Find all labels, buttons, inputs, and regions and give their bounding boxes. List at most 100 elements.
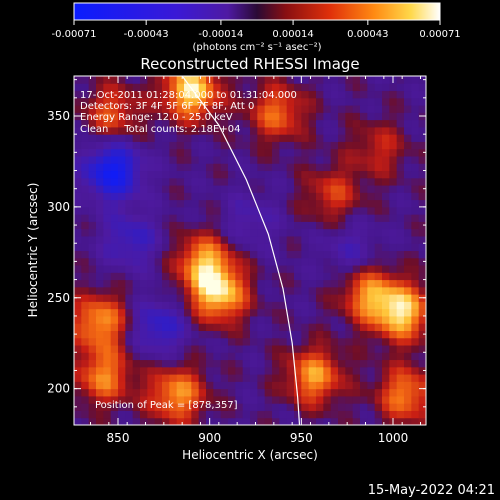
heatmap-cell: [360, 330, 368, 339]
heatmap-cell: [250, 112, 258, 121]
heatmap-cell: [418, 352, 426, 361]
footer-date: 15-May-2022 04:21: [368, 483, 495, 498]
heatmap-cell: [323, 83, 332, 92]
heatmap-cell: [96, 177, 104, 186]
heatmap-cell: [213, 403, 222, 411]
heatmap-cell: [147, 257, 156, 266]
heatmap-cell: [228, 279, 236, 288]
heatmap-cell: [125, 352, 134, 361]
heatmap-cell: [103, 279, 112, 288]
heatmap-cell: [198, 170, 207, 179]
heatmap-cell: [374, 272, 383, 281]
heatmap-cell: [418, 206, 426, 215]
heatmap-cell: [396, 134, 405, 142]
heatmap-cell: [228, 90, 236, 99]
heatmap-cell: [191, 265, 200, 273]
heatmap-cell: [96, 381, 104, 390]
heatmap-cell: [345, 134, 354, 142]
heatmap-cell: [162, 308, 170, 317]
heatmap-cell: [374, 228, 383, 237]
heatmap-cell: [279, 155, 288, 164]
heatmap-cell: [154, 250, 163, 259]
heatmap-cell: [352, 417, 361, 425]
heatmap-cell: [88, 308, 97, 317]
heatmap-cell: [140, 214, 148, 222]
heatmap-cell: [264, 126, 273, 135]
heatmap-cell: [140, 388, 148, 397]
heatmap-cell: [352, 90, 361, 99]
heatmap-cell: [308, 352, 317, 361]
heatmap-cell: [316, 134, 324, 142]
heatmap-cell: [154, 155, 163, 164]
heatmap-cell: [74, 250, 82, 259]
heatmap-cell: [294, 170, 302, 179]
heatmap-cell: [103, 250, 112, 259]
heatmap-cell: [330, 381, 339, 390]
heatmap-cell: [338, 134, 346, 142]
heatmap-cell: [411, 279, 420, 288]
heatmap-cell: [286, 388, 295, 397]
heatmap-cell: [338, 381, 346, 390]
heatmap-cell: [360, 388, 368, 397]
heatmap-cell: [74, 155, 82, 164]
heatmap-cell: [316, 301, 324, 310]
heatmap-cell: [360, 221, 368, 230]
heatmap-cell: [272, 83, 280, 92]
heatmap-cell: [88, 330, 97, 339]
heatmap-cell: [389, 286, 398, 295]
heatmap-cell: [184, 308, 192, 317]
heatmap-cell: [118, 395, 126, 404]
heatmap-cell: [213, 206, 222, 215]
heatmap-cell: [250, 126, 258, 135]
heatmap-cell: [411, 337, 420, 346]
heatmap-cell: [286, 170, 295, 179]
heatmap-cell: [81, 148, 90, 157]
heatmap-cell: [147, 308, 156, 317]
heatmap-cell: [323, 90, 332, 99]
heatmap-cell: [110, 345, 119, 353]
heatmap-cell: [110, 308, 119, 317]
heatmap-cell: [162, 177, 170, 186]
heatmap-cell: [118, 337, 126, 346]
heatmap-cell: [184, 381, 192, 390]
heatmap-cell: [404, 388, 412, 397]
heatmap-cell: [308, 90, 317, 99]
heatmap-cell: [88, 235, 97, 244]
heatmap-cell: [279, 359, 288, 368]
heatmap-cell: [264, 112, 273, 121]
heatmap-cell: [308, 403, 317, 411]
heatmap-cell: [272, 279, 280, 288]
heatmap-cell: [286, 337, 295, 346]
heatmap-cell: [316, 395, 324, 404]
heatmap-cell: [323, 345, 332, 353]
heatmap-cell: [345, 105, 354, 113]
heatmap-cell: [220, 97, 229, 106]
heatmap-cell: [74, 381, 82, 390]
heatmap-cell: [330, 192, 339, 201]
heatmap-cell: [294, 272, 302, 281]
heatmap-cell: [308, 330, 317, 339]
heatmap-cell: [140, 286, 148, 295]
heatmap-cell: [316, 308, 324, 317]
heatmap-cell: [264, 359, 273, 368]
heatmap-cell: [140, 265, 148, 273]
heatmap-cell: [169, 395, 178, 404]
heatmap-cell: [272, 403, 280, 411]
heatmap-cell: [396, 90, 405, 99]
heatmap-cell: [242, 126, 251, 135]
heatmap-cell: [198, 192, 207, 201]
heatmap-cell: [147, 323, 156, 331]
heatmap-cell: [382, 235, 390, 244]
heatmap-cell: [316, 228, 324, 237]
heatmap-cell: [184, 134, 192, 142]
heatmap-cell: [308, 315, 317, 324]
heatmap-cell: [81, 265, 90, 273]
heatmap-cell: [242, 301, 251, 310]
heatmap-cell: [184, 119, 192, 128]
heatmap-cell: [360, 410, 368, 419]
heatmap-cell: [330, 403, 339, 411]
heatmap-cell: [169, 323, 178, 331]
heatmap-cell: [81, 374, 90, 382]
heatmap-cell: [125, 214, 134, 222]
heatmap-cell: [147, 403, 156, 411]
